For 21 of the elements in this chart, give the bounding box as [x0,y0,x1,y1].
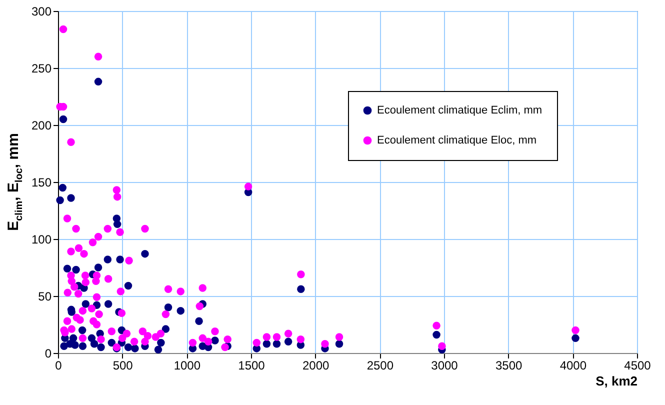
legend-label: Ecoulement climatique Eloc, mm [377,134,537,146]
x-tick-label: 500 [112,358,134,372]
y-tick-label: 150 [31,176,52,190]
y-tick-label: 50 [38,290,52,304]
legend-label: Ecoulement climatique Eclim, mm [377,104,542,116]
y-tick-label: 200 [31,118,52,132]
x-tick-label: 1000 [174,358,201,372]
x-tick-label: 2500 [366,358,394,372]
x-tick-label: 1500 [238,358,266,372]
y-tick-label: 250 [31,62,52,76]
x-axis-title: S, km2 [596,374,638,388]
x-tick-label: 3500 [495,358,523,372]
x-tick-label: 2000 [302,358,330,372]
y-axis-title: Eclim, Eloc, mm [5,133,25,231]
x-tick-label: 3000 [431,358,458,372]
x-tick-label: 4500 [624,358,652,372]
y-tick-label: 300 [31,4,52,18]
y-tick-label: 0 [44,346,52,360]
x-tick-label: 4000 [560,358,587,372]
y-tick-label: 100 [31,232,52,246]
x-tick-label: 0 [55,358,62,372]
